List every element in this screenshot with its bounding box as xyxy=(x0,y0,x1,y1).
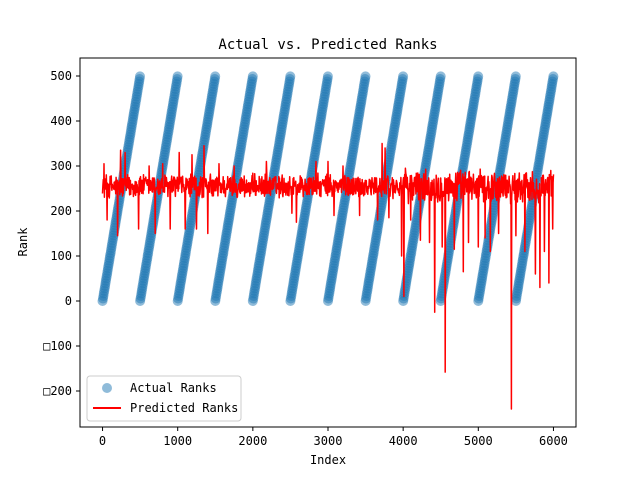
y-tick-label: 200 xyxy=(50,204,72,218)
legend-label-actual-ranks: Actual Ranks xyxy=(130,381,217,395)
x-tick-label: 2000 xyxy=(238,434,267,448)
actual-rank-point xyxy=(210,71,221,82)
actual-rank-point xyxy=(510,71,521,82)
predicted-ranks-series xyxy=(101,142,555,410)
actual-rank-point xyxy=(435,71,446,82)
x-axis: 0 1000 2000 3000 4000 5000 6000 xyxy=(99,427,568,448)
y-axis-label: Rank xyxy=(16,227,30,257)
y-tick-label: 100 xyxy=(50,249,72,263)
predicted-rank-line xyxy=(101,142,555,410)
x-tick-label: 1000 xyxy=(163,434,192,448)
y-tick-label: □200 xyxy=(43,384,72,398)
x-tick-label: 5000 xyxy=(464,434,493,448)
legend-box xyxy=(86,375,242,422)
chart-title: Actual vs. Predicted Ranks xyxy=(218,37,437,53)
actual-rank-point xyxy=(247,71,258,82)
actual-rank-point xyxy=(285,71,296,82)
legend-marker-actual-ranks xyxy=(102,383,112,393)
actual-rank-point xyxy=(135,71,145,82)
actual-rank-point xyxy=(172,71,183,82)
y-tick-label: □100 xyxy=(43,339,72,353)
legend-label-predicted-ranks: Predicted Ranks xyxy=(130,401,238,415)
y-axis: □200 □100 0 100 200 300 400 500 xyxy=(43,69,80,398)
x-axis-label: Index xyxy=(310,453,346,467)
y-tick-label: 500 xyxy=(50,69,72,83)
x-tick-label: 0 xyxy=(99,434,106,448)
actual-rank-point xyxy=(398,71,409,82)
x-tick-label: 6000 xyxy=(539,434,568,448)
y-tick-label: 300 xyxy=(50,159,72,173)
actual-rank-point xyxy=(322,71,333,82)
y-tick-label: 0 xyxy=(65,294,72,308)
x-tick-label: 4000 xyxy=(389,434,418,448)
actual-rank-point xyxy=(360,71,371,82)
actual-rank-point xyxy=(473,71,484,82)
y-tick-label: 400 xyxy=(50,114,72,128)
legend: Actual Ranks Predicted Ranks xyxy=(86,375,242,422)
x-tick-label: 3000 xyxy=(314,434,343,448)
actual-rank-point xyxy=(548,71,559,82)
